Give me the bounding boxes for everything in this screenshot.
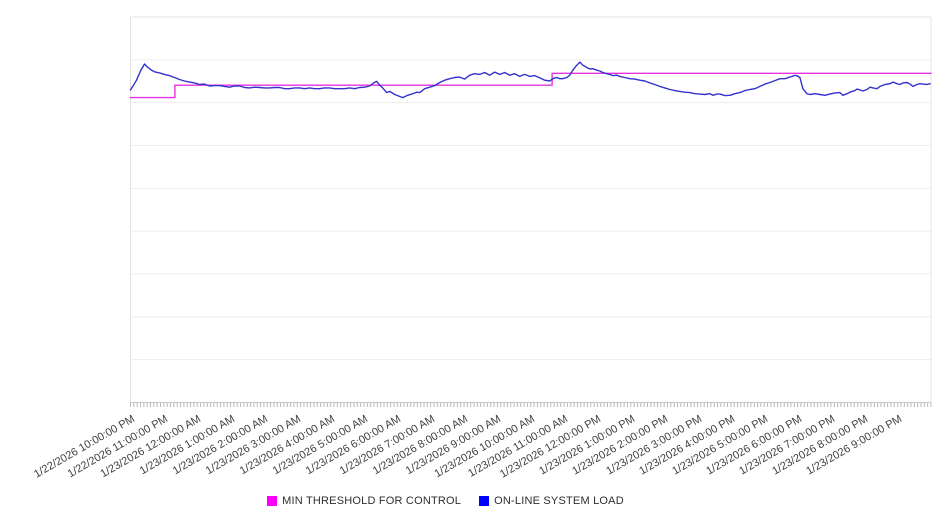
system-load-swatch-icon (479, 496, 490, 506)
min-threshold-series-line (129, 72, 932, 99)
min-threshold-swatch-icon (267, 496, 278, 506)
legend-item-system-load[interactable]: ON-LINE SYSTEM LOAD (479, 495, 624, 507)
chart-legend: MIN THRESHOLD FOR CONTROL ON-LINE SYSTEM… (0, 495, 891, 507)
legend-label-system-load: ON-LINE SYSTEM LOAD (494, 495, 624, 507)
plot-area (129, 16, 932, 407)
legend-label-min-threshold: MIN THRESHOLD FOR CONTROL (282, 495, 462, 507)
legend-item-min-threshold[interactable]: MIN THRESHOLD FOR CONTROL (267, 495, 461, 507)
system-load-series-line (129, 61, 931, 99)
